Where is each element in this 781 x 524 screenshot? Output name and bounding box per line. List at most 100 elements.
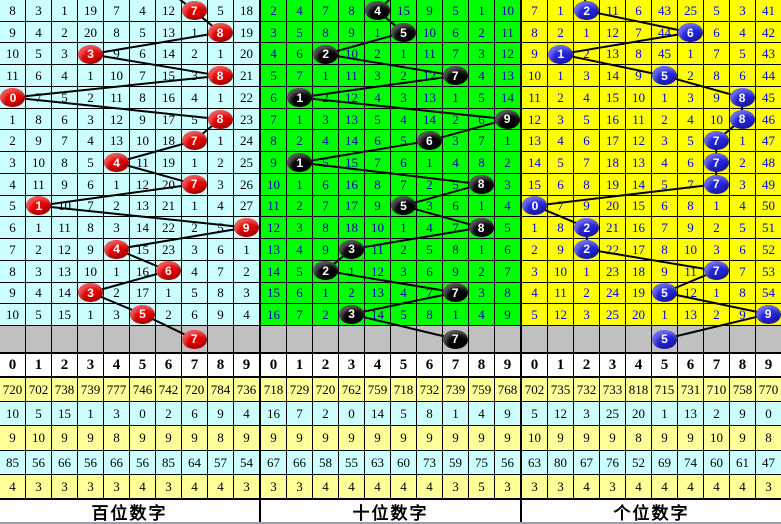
digit-header-cell: 0 <box>0 354 25 376</box>
grid-cell: 19 <box>234 21 259 43</box>
grid-cell: 1 <box>443 86 468 108</box>
stats-table: 720 702 738 739 777 746 742 720 784 736 10 5 15 1 3 0 2 6… <box>0 378 259 498</box>
grid-cell: 6 <box>52 108 77 130</box>
grid-cell: 3 <box>678 86 703 108</box>
grid-cell: 3 <box>78 108 103 130</box>
stats-cell: 4 <box>339 474 364 498</box>
grid-cell: 7 <box>626 21 651 43</box>
grid-cell: 1 <box>391 217 416 239</box>
grid-cell: 1 <box>182 195 207 217</box>
stats-cell: 4 <box>234 402 259 426</box>
grid-cell: 4 <box>730 21 755 43</box>
stats-cell: 4 <box>574 474 599 498</box>
stats-cell: 25 <box>600 402 625 426</box>
grid-cell: 49 <box>756 173 781 195</box>
grid-cell: 8 <box>130 86 155 108</box>
grid-cell: 1 <box>339 260 364 282</box>
stats-cell: 4 <box>678 474 703 498</box>
grid-cell: 13 <box>104 130 129 152</box>
gray-cell <box>548 326 573 352</box>
grid-cell: 8 <box>313 217 338 239</box>
stats-cell: 784 <box>208 378 233 402</box>
grid-cell: 4 <box>182 260 207 282</box>
grid-cell: 16 <box>626 217 651 239</box>
stats-cell: 0 <box>130 402 155 426</box>
draw-ball: 2 <box>574 239 600 259</box>
grid-cell: 3 <box>313 108 338 130</box>
grid-cell: 2 <box>208 152 233 173</box>
stats-row: 9 10 9 9 8 9 9 9 8 9 <box>0 426 259 450</box>
grid-cell: 4 <box>391 282 416 304</box>
draw-ball: 4 <box>104 153 130 172</box>
stats-row: 67 66 58 55 63 60 73 59 75 56 <box>261 450 520 474</box>
panel-footer: 个位数字 <box>522 498 781 523</box>
grid-cell: 1 <box>417 152 442 173</box>
draw-ball: 4 <box>104 239 130 259</box>
grid-cell: 5 <box>365 108 390 130</box>
grid-cell: 5 <box>548 152 573 173</box>
stats-row: 702 735 732 733 818 715 731 710 758 770 <box>522 378 781 402</box>
grid-cell: 1 <box>469 239 494 260</box>
grid-cell: 10 <box>339 43 364 65</box>
digit-header-cell: 8 <box>469 354 494 376</box>
grid-cell: 12 <box>678 282 703 304</box>
stats-cell: 54 <box>234 450 259 474</box>
digit-header-cell: 5 <box>652 354 677 376</box>
grid-cell: 44 <box>756 65 781 86</box>
grid-cell: 4 <box>391 108 416 130</box>
grid-cell: 10 <box>365 217 390 239</box>
grid-cell: 14 <box>339 130 364 152</box>
grid-cell: 9 <box>417 0 442 21</box>
grid-cell: 43 <box>756 43 781 65</box>
grid-cell: 46 <box>756 108 781 130</box>
stats-cell: 746 <box>130 378 155 402</box>
grid-cell: 6 <box>313 173 338 195</box>
stats-cell: 9 <box>208 402 233 426</box>
grid-cell: 20 <box>626 304 651 325</box>
grid-cell: 1 <box>652 86 677 108</box>
stats-cell: 6 <box>182 402 207 426</box>
grid-cell: 6 <box>548 173 573 195</box>
digit-header-cell: 4 <box>626 354 651 376</box>
gray-cell <box>522 326 547 352</box>
grid-cell: 1 <box>443 304 468 325</box>
grid-cell: 21 <box>234 65 259 86</box>
grid-cell: 6 <box>261 86 286 108</box>
stats-cell: 731 <box>678 378 703 402</box>
gray-cell <box>704 326 729 352</box>
stats-cell: 56 <box>26 450 51 474</box>
grid-cell: 19 <box>78 0 103 21</box>
stats-cell: 8 <box>104 426 129 450</box>
stats-cell: 9 <box>0 426 25 450</box>
grid-cell: 15 <box>52 304 77 325</box>
stats-cell: 3 <box>234 474 259 498</box>
grid-cell: 10 <box>104 65 129 86</box>
stats-cell: 9 <box>443 426 468 450</box>
digit-header-cell: 9 <box>234 354 259 376</box>
grid-cell: 15 <box>339 152 364 173</box>
stats-cell: 9 <box>495 402 520 426</box>
grid-cell: 2 <box>339 282 364 304</box>
grid-cell: 23 <box>156 239 181 260</box>
grid-cell: 24 <box>600 282 625 304</box>
stats-cell: 0 <box>339 402 364 426</box>
grid-cell: 3 <box>391 260 416 282</box>
stats-cell: 80 <box>548 450 573 474</box>
grid-cell: 1 <box>574 21 599 43</box>
grid-cell: 5 <box>261 65 286 86</box>
grid-cell: 7 <box>522 0 547 21</box>
stats-cell: 69 <box>652 450 677 474</box>
stats-cell: 818 <box>626 378 651 402</box>
panel-footer: 百位数字 <box>0 498 259 523</box>
gray-cell <box>417 326 442 352</box>
stats-cell: 9 <box>261 426 286 450</box>
grid-cell: 10 <box>626 86 651 108</box>
grid-cell: 12 <box>261 217 286 239</box>
grid-cell: 13 <box>365 282 390 304</box>
grid-cell: 11 <box>339 65 364 86</box>
grid-cell: 1 <box>495 130 520 152</box>
grid-cell: 3 <box>52 43 77 65</box>
grid-cell: 5 <box>26 43 51 65</box>
